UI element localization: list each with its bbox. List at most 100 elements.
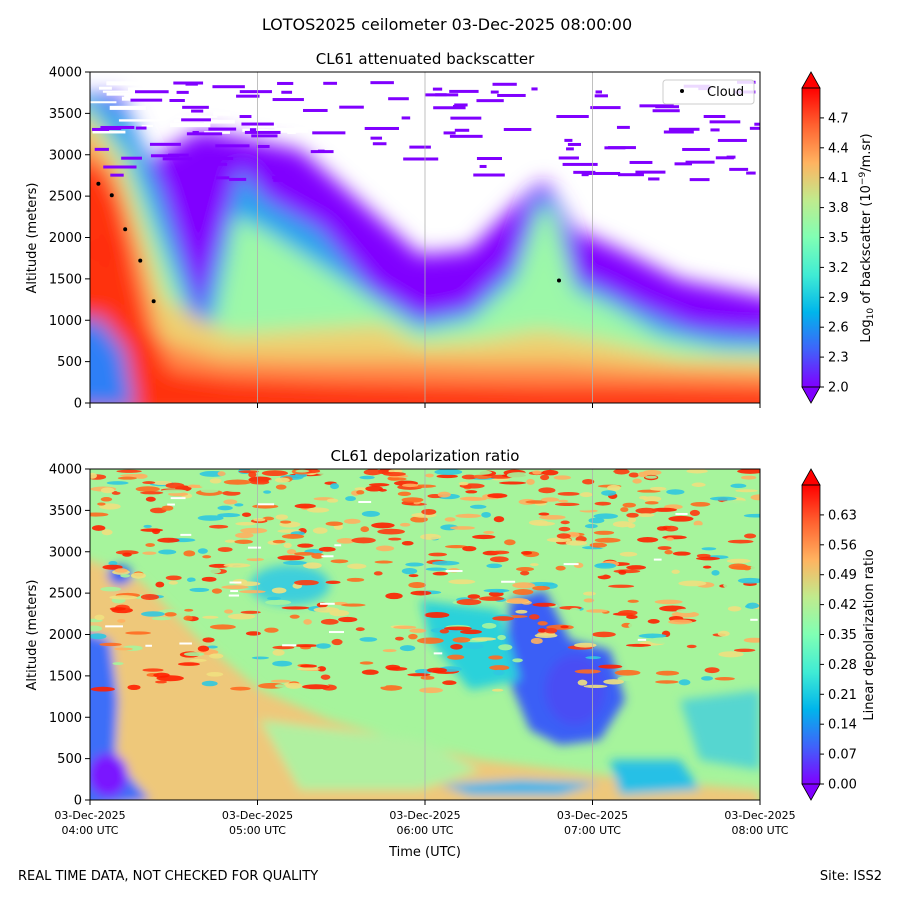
noise-streak — [256, 144, 270, 148]
missing-data-gap — [271, 117, 314, 123]
noise-streak — [135, 126, 147, 130]
noise-speckle — [619, 551, 638, 557]
noise-speckle — [718, 651, 744, 658]
noise-streak — [244, 130, 281, 134]
noise-speckle — [665, 537, 674, 541]
noise-speckle — [467, 594, 481, 599]
noise-streak — [110, 173, 124, 177]
noise-speckle — [117, 476, 137, 480]
noise-speckle — [399, 522, 411, 527]
noise-speckle — [223, 479, 252, 485]
noise-speckle — [672, 551, 691, 556]
noise-gap — [105, 625, 123, 628]
noise-streak — [92, 127, 110, 131]
noise-speckle — [224, 539, 237, 543]
noise-streak — [629, 160, 653, 164]
cloud-legend: Cloud — [662, 79, 755, 105]
noise-speckle — [478, 596, 505, 601]
noise-speckle — [294, 551, 316, 556]
noise-speckle — [408, 581, 426, 589]
noise-streak — [454, 103, 468, 107]
noise-gap — [675, 513, 688, 516]
noise-speckle — [354, 487, 368, 491]
noise-speckle — [200, 488, 219, 493]
missing-data-gap — [612, 131, 629, 136]
noise-speckle — [197, 515, 224, 521]
noise-streak — [185, 82, 198, 86]
y-tick-label: 2500 — [49, 587, 82, 602]
noise-gap — [501, 580, 516, 583]
missing-data-gap — [623, 132, 636, 137]
missing-data-gap — [498, 99, 511, 103]
missing-data-gap — [543, 143, 559, 149]
noise-speckle — [390, 575, 401, 582]
depolarization-xlabel: Time (UTC) — [388, 845, 461, 860]
missing-data-gap — [530, 77, 559, 81]
noise-speckle — [594, 562, 617, 569]
noise-speckle — [583, 591, 596, 596]
noise-speckle — [377, 528, 405, 535]
missing-data-gap — [234, 95, 270, 100]
noise-speckle — [241, 512, 252, 517]
noise-speckle — [410, 590, 432, 596]
noise-speckle — [320, 674, 331, 680]
missing-data-gap — [482, 102, 495, 108]
backscatter-gridlines — [257, 72, 593, 403]
colorbar-tick-label: 2.9 — [828, 291, 849, 306]
noise-speckle — [408, 633, 418, 640]
noise-speckle — [134, 473, 148, 479]
noise-speckle — [94, 614, 105, 621]
noise-speckle — [627, 599, 639, 603]
noise-speckle — [743, 513, 760, 518]
cb-label-mid: of backscatter (10 — [859, 185, 874, 308]
noise-speckle — [385, 592, 403, 600]
missing-data-gap — [386, 102, 399, 108]
noise-streak — [249, 128, 257, 132]
noise-speckle — [496, 589, 506, 593]
noise-speckle — [654, 599, 683, 605]
missing-data-gap — [203, 119, 235, 124]
noise-speckle — [530, 637, 543, 645]
noise-speckle — [464, 643, 484, 650]
noise-speckle — [481, 622, 497, 629]
noise-speckle — [668, 515, 694, 522]
missing-data-gap — [530, 138, 548, 141]
noise-speckle — [637, 537, 659, 543]
noise-speckle — [627, 523, 636, 529]
noise-speckle — [326, 498, 339, 503]
noise-speckle — [540, 474, 550, 481]
noise-gap — [334, 544, 342, 547]
noise-speckle — [224, 486, 249, 493]
noise-speckle — [270, 679, 291, 683]
noise-speckle — [635, 507, 658, 514]
missing-data-gap — [443, 133, 456, 137]
noise-speckle — [100, 487, 115, 494]
noise-speckle — [380, 685, 403, 691]
noise-streak — [236, 94, 260, 98]
noise-speckle — [210, 653, 223, 657]
noise-speckle — [741, 475, 757, 480]
noise-speckle — [432, 571, 449, 576]
noise-speckle — [749, 565, 760, 572]
backscatter-ylabel: Altitude (meters) — [25, 183, 40, 294]
noise-speckle — [197, 645, 210, 652]
noise-speckle — [234, 503, 244, 507]
noise-speckle — [401, 540, 414, 546]
noise-speckle — [608, 584, 635, 588]
noise-speckle — [345, 496, 356, 502]
missing-data-gap — [274, 93, 296, 96]
y-tick-label: 4000 — [49, 66, 82, 81]
noise-speckle — [539, 514, 566, 520]
noise-speckle — [371, 522, 395, 529]
noise-streak — [100, 125, 135, 129]
noise-speckle — [626, 565, 646, 570]
y-tick-label: 3000 — [49, 545, 82, 560]
noise-speckle — [262, 516, 275, 521]
missing-data-gap — [275, 107, 289, 112]
noise-speckle — [264, 627, 279, 633]
noise-speckle — [217, 505, 233, 511]
quality-disclaimer: REAL TIME DATA, NOT CHECKED FOR QUALITY — [18, 869, 319, 884]
y-tick-label: 2000 — [49, 231, 82, 246]
missing-data-gap — [377, 114, 416, 117]
noise-speckle — [469, 504, 487, 509]
